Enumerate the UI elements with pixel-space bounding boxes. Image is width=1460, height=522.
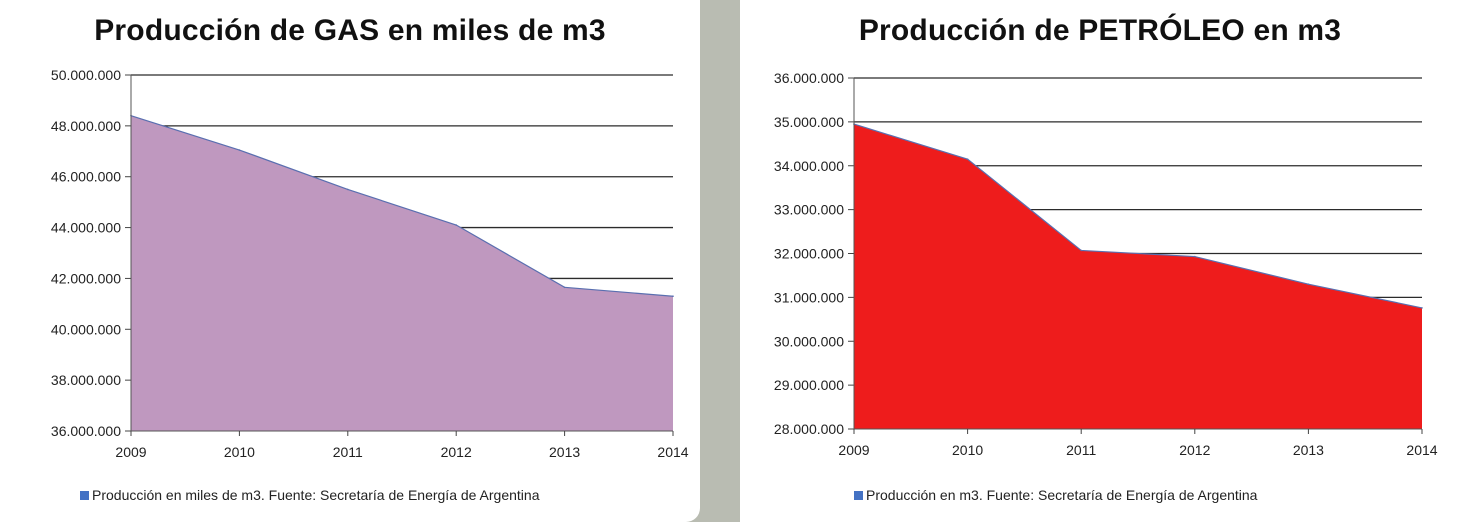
gas-x-tick-label: 2011 [333,444,363,460]
gas-data-point [238,149,241,151]
gas-y-tick-label: 46.000.000 [51,169,121,185]
gas-x-tick-label: 2010 [224,444,255,460]
oil-chart-plot: 28.000.000 29.000.000 30.000.000 31.000.000… [774,70,1438,458]
gas-legend-swatch [80,490,89,500]
gas-data-point [672,295,674,298]
oil-x-tick-label: 2014 [1406,442,1437,458]
oil-data-point [1307,283,1310,286]
oil-y-tick-label: 34.000.000 [774,158,844,174]
oil-x-tick-label: 2013 [1293,442,1324,458]
oil-chart-legend: Producción en m3. Fuente: Secretaría de … [854,487,1257,503]
oil-y-tick-label: 36.000.000 [774,70,844,86]
gas-series-area [131,115,673,431]
oil-y-tick-label: 29.000.000 [774,377,844,393]
gas-chart-legend: Producción en miles de m3. Fuente: Secre… [80,487,540,503]
gas-data-point [455,224,458,226]
oil-chart-panel: Producción de PETRÓLEO en m3 28.000.000 2… [740,0,1460,522]
oil-data-point [1080,249,1082,252]
oil-y-tick-label: 32.000.000 [774,246,844,262]
oil-legend-swatch [854,490,863,500]
oil-x-tick-label: 2009 [838,442,869,458]
oil-data-point [1194,255,1196,258]
gas-series-line [130,115,674,297]
gas-x-tick-label: 2013 [549,444,580,460]
oil-data-point [1421,307,1423,309]
gas-y-tick-label: 38.000.000 [51,372,121,388]
oil-series-area [854,124,1422,429]
gas-x-tick-label: 2014 [657,444,688,460]
gas-chart-plot: 36.000.000 38.000.000 40.000.000 42.000.000… [51,67,689,460]
oil-y-tick-label: 31.000.000 [774,289,844,305]
gas-y-tick-label: 48.000.000 [51,118,121,134]
oil-x-tick-label: 2011 [1066,442,1096,458]
gas-chart-title: Producción de GAS en miles de m3 [94,14,606,47]
gas-y-tick-label: 44.000.000 [51,220,121,236]
oil-chart-title: Producción de PETRÓLEO en m3 [858,14,1342,47]
oil-y-tick-label: 35.000.000 [774,114,844,130]
gas-y-tick-label: 40.000.000 [51,321,121,337]
gas-y-tick-label: 36.000.000 [51,423,121,439]
gas-data-point [347,188,349,191]
oil-legend-label: Producción en m3. Fuente: Secretaría de … [866,487,1258,503]
gas-y-tick-label: 50.000.000 [51,67,121,83]
gas-y-tick-label: 42.000.000 [51,270,121,286]
gas-chart-panel: Producción de GAS en miles de m3 36.000.… [0,0,700,522]
oil-x-tick-label: 2012 [1179,442,1210,458]
gas-x-tick-label: 2012 [441,444,472,460]
gas-x-tick-label: 2009 [115,444,146,460]
oil-y-tick-label: 30.000.000 [774,333,844,349]
oil-x-tick-label: 2010 [952,442,983,458]
oil-y-tick-label: 28.000.000 [774,421,844,437]
oil-data-point [966,158,969,160]
oil-series-line [853,123,1423,309]
gas-data-point [563,286,566,289]
gas-legend-label: Producción en miles de m3. Fuente: Secre… [92,487,540,503]
oil-y-tick-label: 33.000.000 [774,202,844,218]
